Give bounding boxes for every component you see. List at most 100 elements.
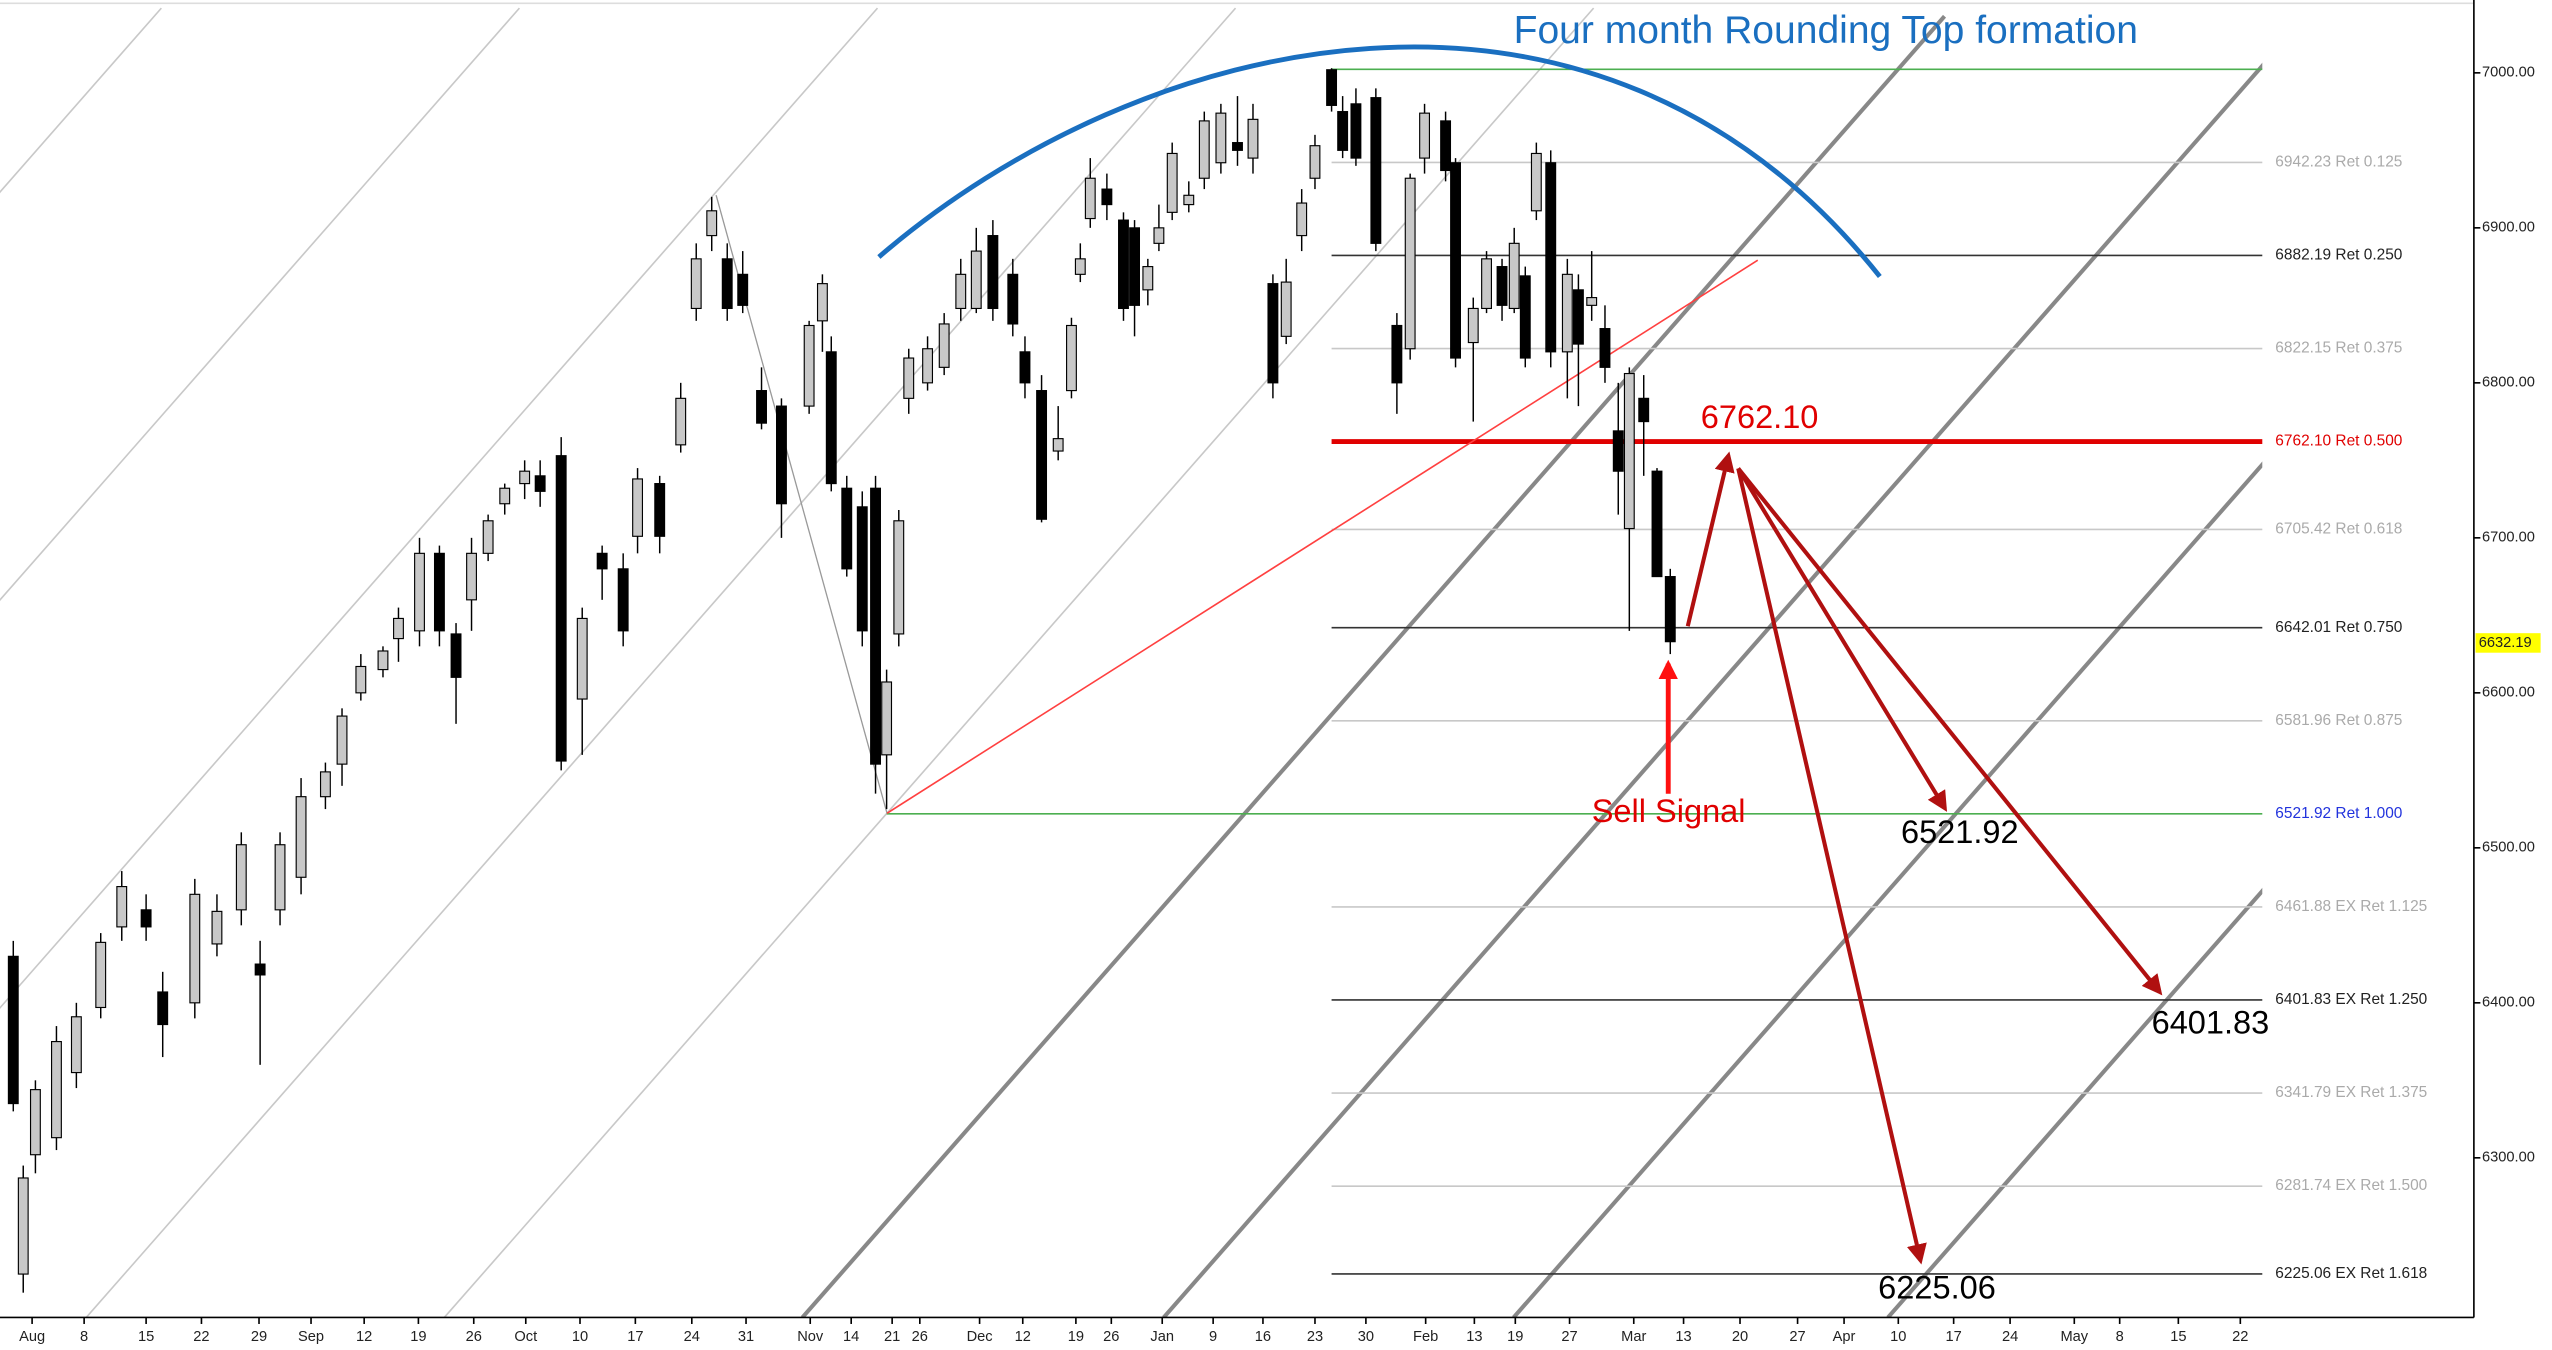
candle-body [1651,470,1663,578]
last-price-label: 6632.19 [2479,635,2532,651]
rounding-top-arc [877,44,1882,279]
level-label: 6281.74 EX Ret 1.500 [2275,1177,2427,1194]
level-label: 6822.15 Ret 0.375 [2275,340,2402,357]
candle-body [1074,258,1086,275]
candle-body [157,991,169,1026]
candle-body [189,893,201,1004]
candle-body [70,1016,82,1074]
candle-body [1166,152,1178,213]
level-label: 6521.92 Ret 1.000 [2275,805,2402,822]
candle-body [1267,283,1279,384]
levels: 6942.23 Ret 0.125 6882.19 Ret 0.250 6822.1… [886,68,2427,1282]
candle-body [1404,177,1416,350]
gann-line-thin [443,7,1595,1318]
y-tick-label: 7000.00 [2482,65,2535,81]
candle-body [1052,438,1064,452]
candle-body [1664,576,1676,643]
level-label: 6461.88 EX Ret 1.125 [2275,898,2427,915]
candle-body [1599,328,1611,368]
x-tick-label: Dec [967,1329,993,1345]
gann-line [800,14,1947,1318]
candle-body [938,323,950,368]
candle-body [1198,120,1210,179]
x-tick-label: 27 [1789,1329,1805,1345]
x-tick-label: 15 [138,1329,154,1345]
candle-body [235,844,247,911]
candle-body [1391,324,1403,384]
gann-lines [0,7,2263,1318]
candle-body [1530,152,1542,212]
x-tick-label: 10 [572,1329,588,1345]
x-tick-label: Sep [298,1329,324,1345]
candle-body [466,552,477,601]
candle-body [319,771,331,798]
candle-body [1561,273,1573,353]
x-tick-label: 12 [1015,1329,1031,1345]
candle-body [1084,177,1096,220]
x-tick-label: Oct [514,1329,537,1345]
candle-body [870,487,881,765]
x-tick-label: 19 [1068,1329,1084,1345]
x-tick-label: 24 [2002,1329,2018,1345]
candle-body [1586,297,1598,306]
x-tick-label: Nov [797,1329,824,1345]
candle-body [377,650,389,671]
candle-body [336,715,348,765]
candle-body [675,397,687,446]
y-tick-label: 6900.00 [2482,220,2535,236]
candle-body [414,552,425,632]
x-tick-label: Mar [1621,1329,1646,1345]
candle-body [856,506,868,632]
candle-body [295,796,307,878]
candle-body [893,520,905,635]
candle-body [1638,397,1650,423]
candle-body [1612,430,1624,472]
candle-body [690,258,702,310]
x-tick-label: 8 [80,1329,88,1345]
level-label: 6225.06 EX Ret 1.618 [2275,1265,2427,1282]
gann-line-thin [0,7,521,602]
last-price-box [2475,633,2541,653]
y-tick-label: 6500.00 [2482,840,2535,856]
x-tick-label: 13 [1466,1329,1482,1345]
candle-body [1350,103,1362,159]
candle-body [116,886,128,928]
candle-body [1247,118,1259,159]
x-tick-label: 29 [251,1329,267,1345]
x-tick-label: May [2060,1329,2088,1345]
gann-line-thin [0,7,162,194]
candle-body [576,617,588,700]
x-tick-label: 27 [1561,1329,1577,1345]
x-tick-label: 24 [684,1329,700,1345]
x-tick-label: 16 [1255,1329,1271,1345]
x-tick-label: 14 [843,1329,859,1345]
x-tick-label: 17 [627,1329,643,1345]
x-tick-label: 30 [1358,1329,1374,1345]
annotation: 6401.83 [2152,1004,2270,1040]
candle-body [1309,145,1321,179]
x-tick-label: Jan [1150,1329,1174,1345]
x-tick-label: 15 [2170,1329,2186,1345]
candle-body [274,844,286,911]
candle-body [1296,202,1308,237]
level-label: 6705.42 Ret 0.618 [2275,521,2402,538]
level-label: 6642.01 Ret 0.750 [2275,619,2402,636]
candle-body [1183,194,1195,206]
annotation: Sell Signal [1592,793,1746,829]
candle-body [1419,112,1431,159]
candle-body [519,470,531,485]
x-tick-label: 20 [1732,1329,1748,1345]
candle-body [955,273,967,310]
x-tick-label: 26 [466,1329,482,1345]
candle-body [816,283,828,322]
candle-body [1572,289,1584,345]
gann-line [1512,461,2263,1318]
candle-body [1326,69,1338,106]
candle-body [1142,266,1154,291]
y-tick-label: 6400.00 [2482,995,2535,1011]
x-tick-label: 22 [2232,1329,2248,1345]
candles [7,68,1676,1293]
candle-body [617,568,629,632]
